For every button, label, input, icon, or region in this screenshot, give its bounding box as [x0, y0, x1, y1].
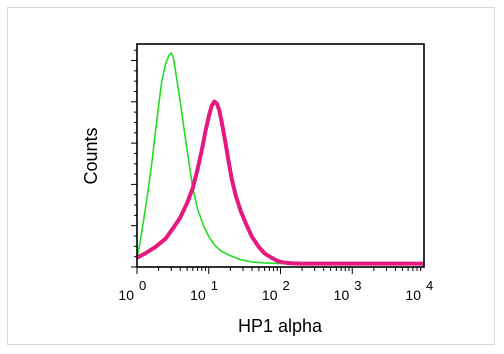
x-tick-label: 10 0	[118, 278, 146, 303]
plot-area-border	[136, 43, 425, 268]
x-tick-base: 10	[190, 287, 206, 303]
chart-frame	[7, 7, 495, 345]
x-tick-base: 10	[118, 287, 134, 303]
x-tick-label: 10 3	[334, 278, 362, 303]
x-tick-base: 10	[334, 287, 350, 303]
x-tick-label: 10 4	[405, 278, 433, 303]
y-axis-label: Counts	[81, 127, 101, 184]
x-tick-label: 10 2	[262, 278, 290, 303]
x-tick-exponent: 0	[139, 278, 146, 293]
x-tick-base: 10	[262, 287, 278, 303]
series-layer	[136, 52, 424, 266]
series-line-2	[136, 99, 424, 266]
x-tick-label: 10 1	[190, 278, 218, 303]
x-tick-exponent: 3	[354, 278, 361, 293]
x-tick-base: 10	[405, 287, 421, 303]
series-line-1	[136, 52, 424, 265]
x-tick-exponent: 2	[283, 278, 290, 293]
x-tick-labels: 10 0 10 1 10 2 10 3 10 4	[118, 278, 433, 303]
x-axis-label: HP1 alpha	[238, 316, 323, 336]
x-tick-exponent: 4	[426, 278, 433, 293]
minor-ticks	[131, 49, 422, 274]
x-tick-exponent: 1	[211, 278, 218, 293]
